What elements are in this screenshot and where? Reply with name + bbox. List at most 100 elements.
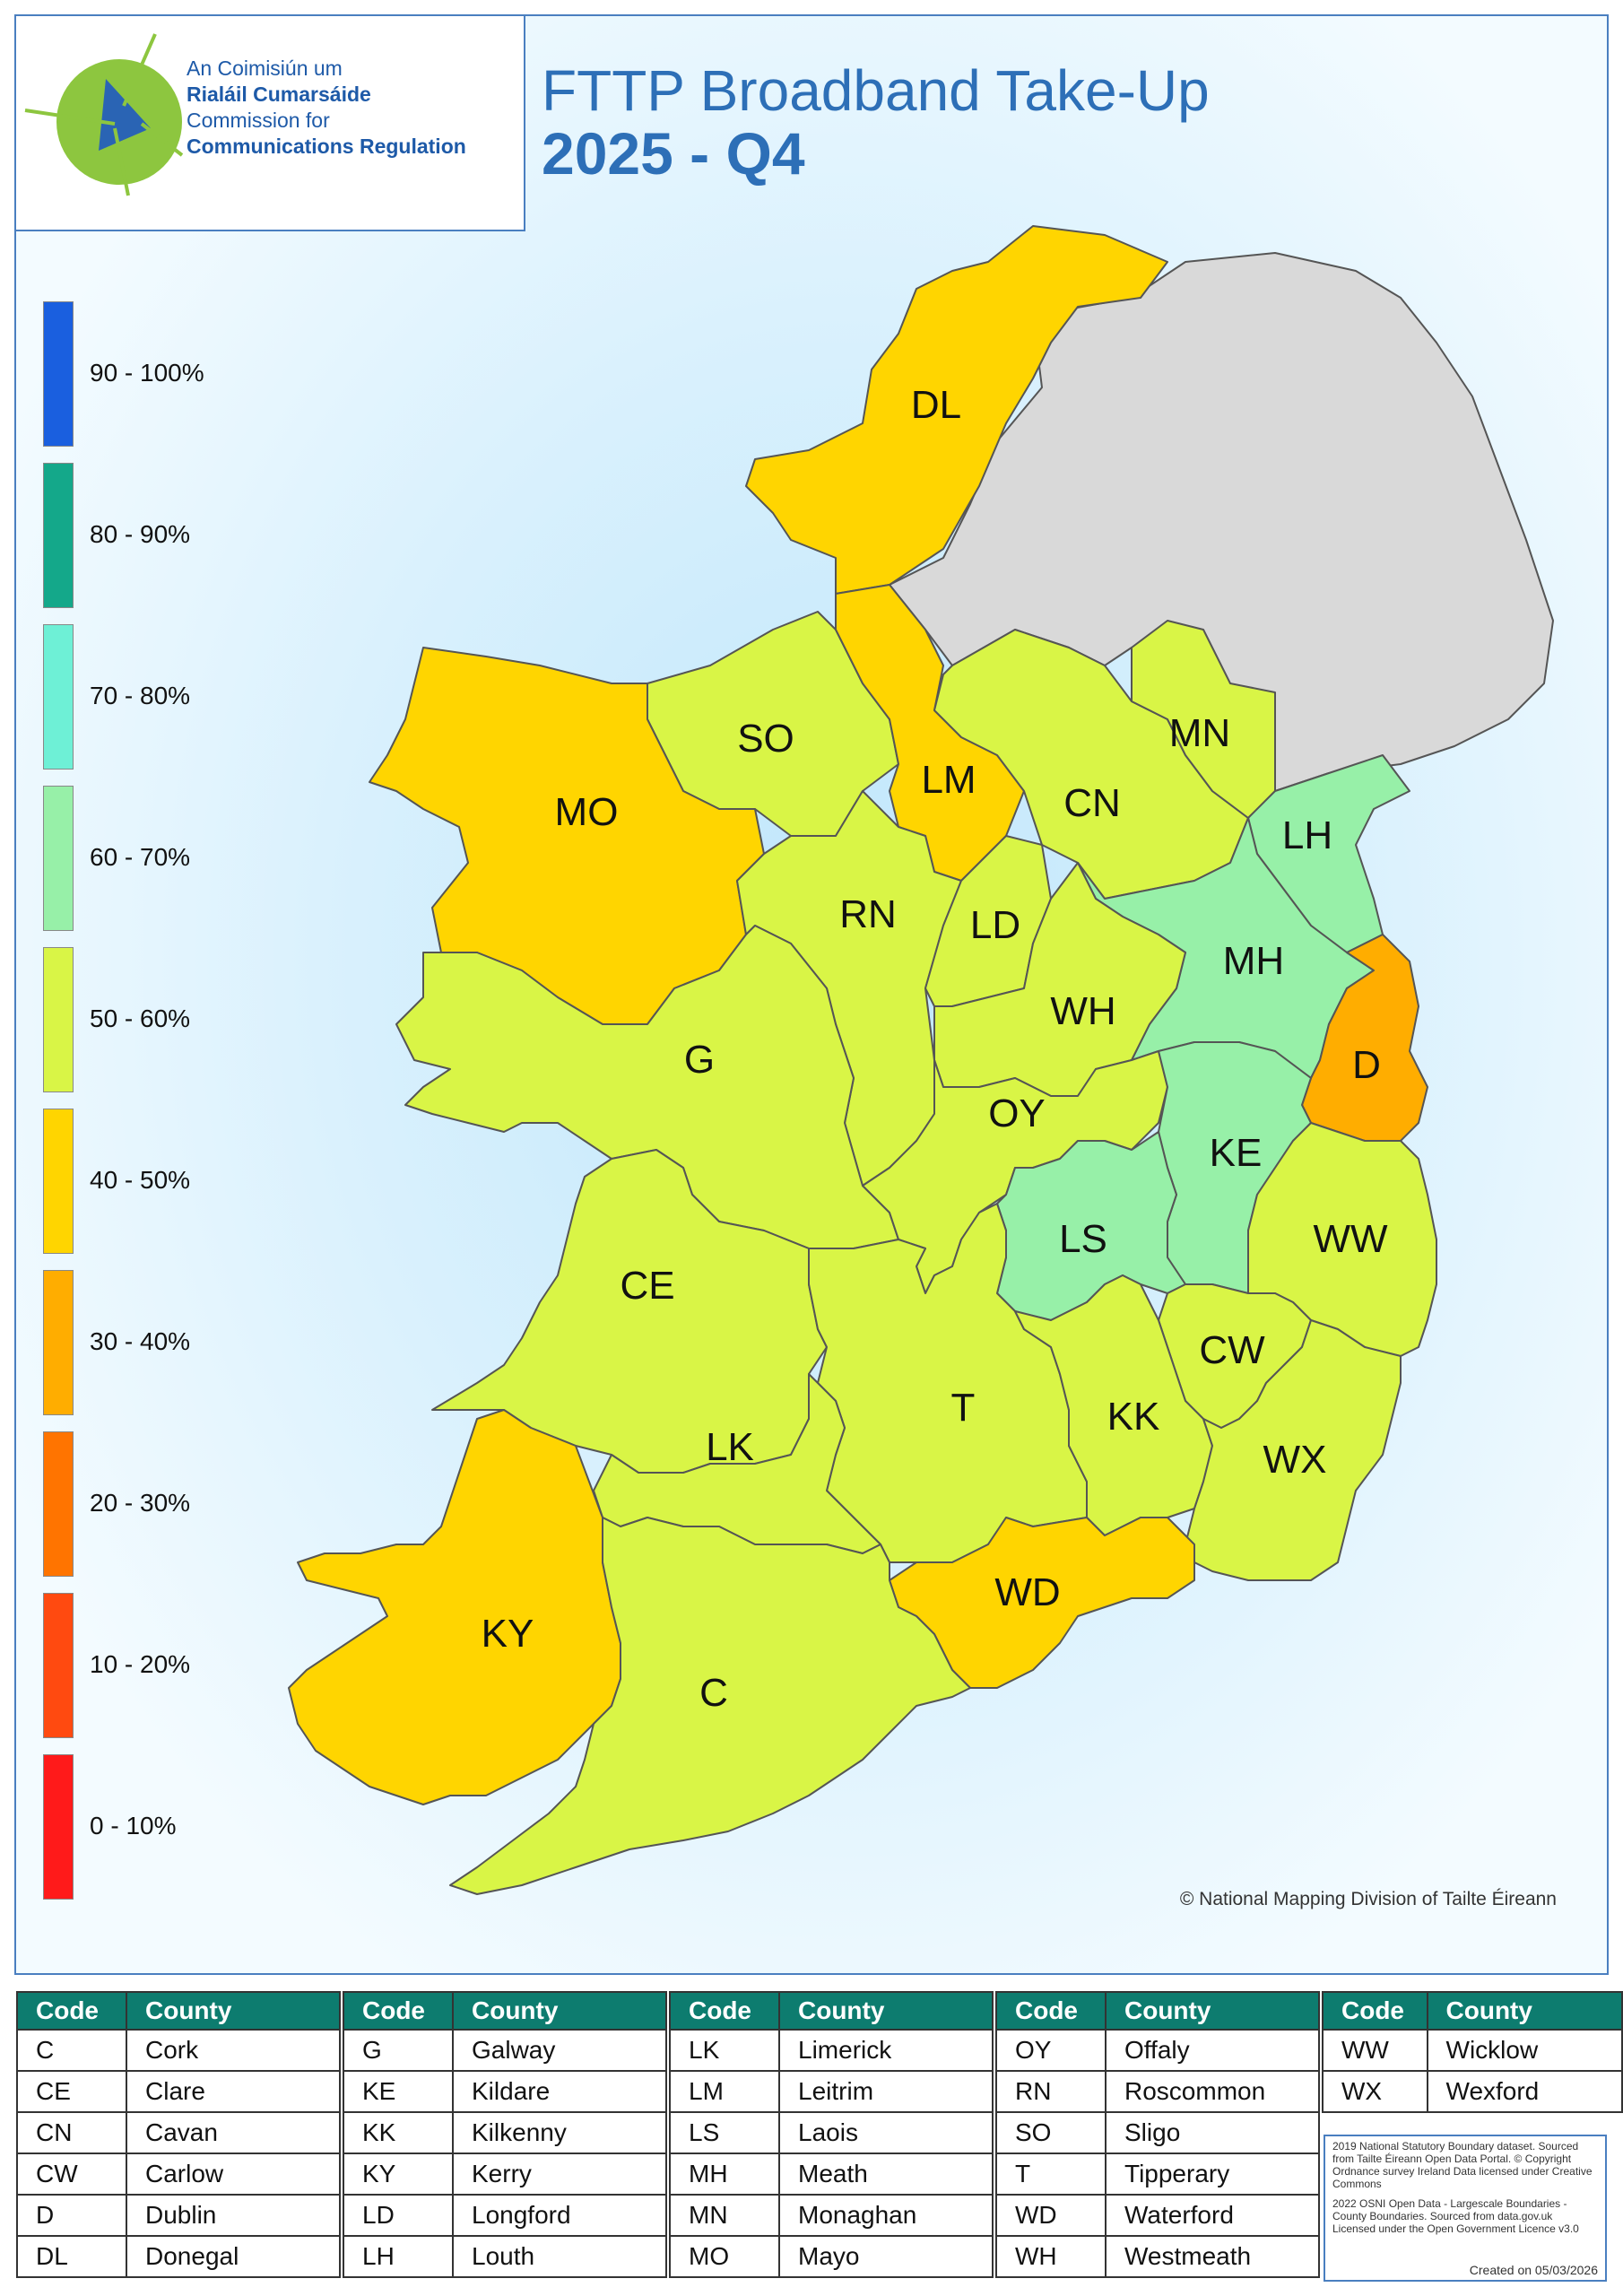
legend-item: 70 - 80% [43,624,312,771]
label-KK: KK [1107,1395,1160,1439]
county-WX [1185,1319,1402,1581]
legend-swatch [43,1270,74,1415]
label-LD: LD [970,903,1020,947]
legend-label: 50 - 60% [90,1004,191,1032]
table-row: DL Donegal [16,2235,341,2278]
legend-swatch [43,1431,74,1577]
table-row: CW Carlow [16,2152,341,2196]
table-row: MH Meath [669,2152,994,2196]
legend-item: 40 - 50% [43,1109,312,1256]
table-row: LD Longford [343,2194,667,2237]
county-name-cell: Roscommon [1105,2070,1320,2113]
label-WX: WX [1263,1438,1327,1482]
legend-item: 0 - 10% [43,1754,312,1901]
county-code-cell: KK [343,2111,454,2154]
logo-line-2: Rialáil Cumarsáide [187,83,371,106]
county-code-cell: T [995,2152,1107,2196]
label-OY: OY [988,1091,1046,1135]
county-name-cell: Donegal [126,2235,341,2278]
table-header-code: Code [343,1991,454,2031]
sources-text-1: 2019 National Statutory Boundary dataset… [1332,2140,1593,2190]
county-name-cell: Limerick [778,2029,994,2072]
legend-swatch [43,624,74,770]
county-code-cell: DL [16,2235,127,2278]
county-code-cell: LD [343,2194,454,2237]
label-RN: RN [839,892,897,936]
table-row: WD Waterford [995,2194,1320,2237]
county-name-cell: Kerry [452,2152,667,2196]
table-header-county: County [778,1991,994,2031]
table-row: G Galway [343,2029,667,2072]
county-code-cell: KE [343,2070,454,2113]
legend-item: 90 - 100% [43,301,312,448]
county-code-cell: LM [669,2070,780,2113]
county-DL [745,225,1168,595]
legend-item: 30 - 40% [43,1270,312,1417]
county-code-cell: WX [1322,2070,1428,2113]
table-row: OY Offaly [995,2029,1320,2072]
label-T: T [951,1386,976,1430]
county-name-cell: Offaly [1105,2029,1320,2072]
label-MH: MH [1223,939,1284,983]
county-code-cell: G [343,2029,454,2072]
county-name-cell: Cavan [126,2111,341,2154]
label-WW: WW [1313,1217,1388,1261]
table-row: SO Sligo [995,2111,1320,2154]
county-code-cell: OY [995,2029,1107,2072]
map-title: FTTP Broadband Take-Up 2025 - Q4 [542,59,1210,185]
county-name-cell: Sligo [1105,2111,1320,2154]
sources-box: 2019 National Statutory Boundary dataset… [1324,2135,1607,2282]
county-code-cell: LH [343,2235,454,2278]
table-row: KK Kilkenny [343,2111,667,2154]
legend-swatch [43,1754,74,1900]
table-header-code: Code [16,1991,127,2031]
county-code-cell: MO [669,2235,780,2278]
county-name-cell: Wicklow [1426,2029,1623,2072]
table-header-county: County [1105,1991,1320,2031]
legend-swatch [43,301,74,447]
county-name-cell: Leitrim [778,2070,994,2113]
county-name-cell: Mayo [778,2235,994,2278]
county-code-cell: CW [16,2152,127,2196]
label-MO: MO [555,790,619,834]
county-code-cell: LK [669,2029,780,2072]
label-D: D [1352,1043,1381,1087]
county-name-cell: Waterford [1105,2194,1320,2237]
comreg-logo-icon [24,33,184,196]
table-row: WX Wexford [1322,2070,1623,2113]
table-row: LH Louth [343,2235,667,2278]
table-header-county: County [126,1991,341,2031]
legend-label: 10 - 20% [90,1650,191,1678]
county-code-cell: SO [995,2111,1107,2154]
label-KE: KE [1210,1131,1263,1175]
county-code-cell: CE [16,2070,127,2113]
county-code-cell: KY [343,2152,454,2196]
county-code-cell: C [16,2029,127,2072]
table-row: MN Monaghan [669,2194,994,2237]
legend-item: 50 - 60% [43,947,312,1094]
county-name-cell: Carlow [126,2152,341,2196]
legend-item: 80 - 90% [43,463,312,610]
legend-label: 0 - 10% [90,1812,177,1839]
legend-swatch [43,1593,74,1738]
table-row: MO Mayo [669,2235,994,2278]
label-WH: WH [1050,989,1115,1033]
county-name-cell: Tipperary [1105,2152,1320,2196]
county-code-cell: MN [669,2194,780,2237]
county-code-cell: WH [995,2235,1107,2278]
table-row: T Tipperary [995,2152,1320,2196]
table-header-code: Code [995,1991,1107,2031]
legend-label: 90 - 100% [90,359,204,387]
label-LH: LH [1282,813,1332,857]
logo-line-1: An Coimisiún um [187,57,343,80]
label-CE: CE [620,1264,674,1308]
legend-item: 20 - 30% [43,1431,312,1578]
label-WD: WD [994,1570,1060,1614]
county-name-cell: Galway [452,2029,667,2072]
county-C [449,1517,971,1895]
table-header-code: Code [669,1991,780,2031]
county-name-cell: Laois [778,2111,994,2154]
legend-item: 10 - 20% [43,1593,312,1740]
county-code-cell: WW [1322,2029,1428,2072]
table-row: LM Leitrim [669,2070,994,2113]
